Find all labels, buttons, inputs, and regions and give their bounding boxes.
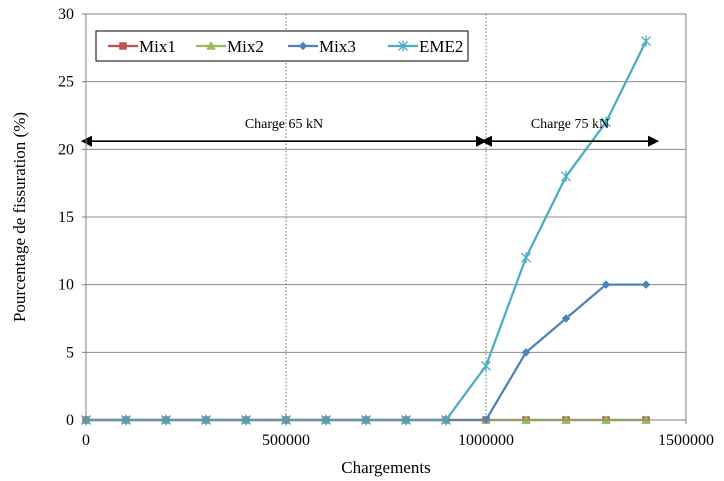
x-tick-label: 1500000 xyxy=(658,432,714,449)
legend-marker-eme2 xyxy=(398,40,408,52)
legend-marker-mix2 xyxy=(206,40,216,50)
data-point-mix3 xyxy=(601,280,611,290)
y-tick-label: 25 xyxy=(58,74,74,91)
data-point-mix3 xyxy=(641,280,651,290)
y-tick-label: 15 xyxy=(58,209,74,226)
legend: Mix1 Mix2 Mix3 EME2 xyxy=(95,30,469,62)
y-tick-label: 20 xyxy=(58,141,74,158)
annotations: Charge 65 kN Charge 75 kN xyxy=(80,117,660,147)
data-point-eme2 xyxy=(561,170,571,182)
x-tick-label: 0 xyxy=(82,432,90,449)
y-tick-label: 10 xyxy=(58,277,74,294)
axes: 0 500000 1000000 1500000 0 5 10 15 20 25 30 Chargem… xyxy=(10,6,714,477)
grid xyxy=(86,13,687,420)
x-tick-label: 500000 xyxy=(262,432,310,449)
data-point-eme2 xyxy=(641,35,651,47)
annotation-label-0: Charge 65 kN xyxy=(245,117,323,132)
legend-label-mix2: Mix2 xyxy=(227,37,264,56)
data-point-mix3 xyxy=(521,347,531,357)
data-point-mix3 xyxy=(561,314,571,323)
data-point-eme2 xyxy=(481,360,491,372)
legend-label-eme2: EME2 xyxy=(419,37,463,56)
legend-label-mix3: Mix3 xyxy=(319,37,356,56)
y-tick-label: 30 xyxy=(58,6,74,23)
y-axis-title: Pourcentage de fissuration (%) xyxy=(10,112,29,322)
x-axis-title: Chargements xyxy=(341,458,430,477)
annotation-label-1: Charge 75 kN xyxy=(531,117,609,132)
legend-marker-mix1 xyxy=(119,42,127,50)
legend-marker-mix3 xyxy=(298,41,308,51)
y-tick-label: 0 xyxy=(66,412,74,429)
y-tick-label: 5 xyxy=(66,344,74,361)
x-tick-label: 1000000 xyxy=(458,432,514,449)
data-point-eme2 xyxy=(601,116,611,128)
data-point-eme2 xyxy=(521,252,531,264)
legend-label-mix1: Mix1 xyxy=(139,37,176,56)
